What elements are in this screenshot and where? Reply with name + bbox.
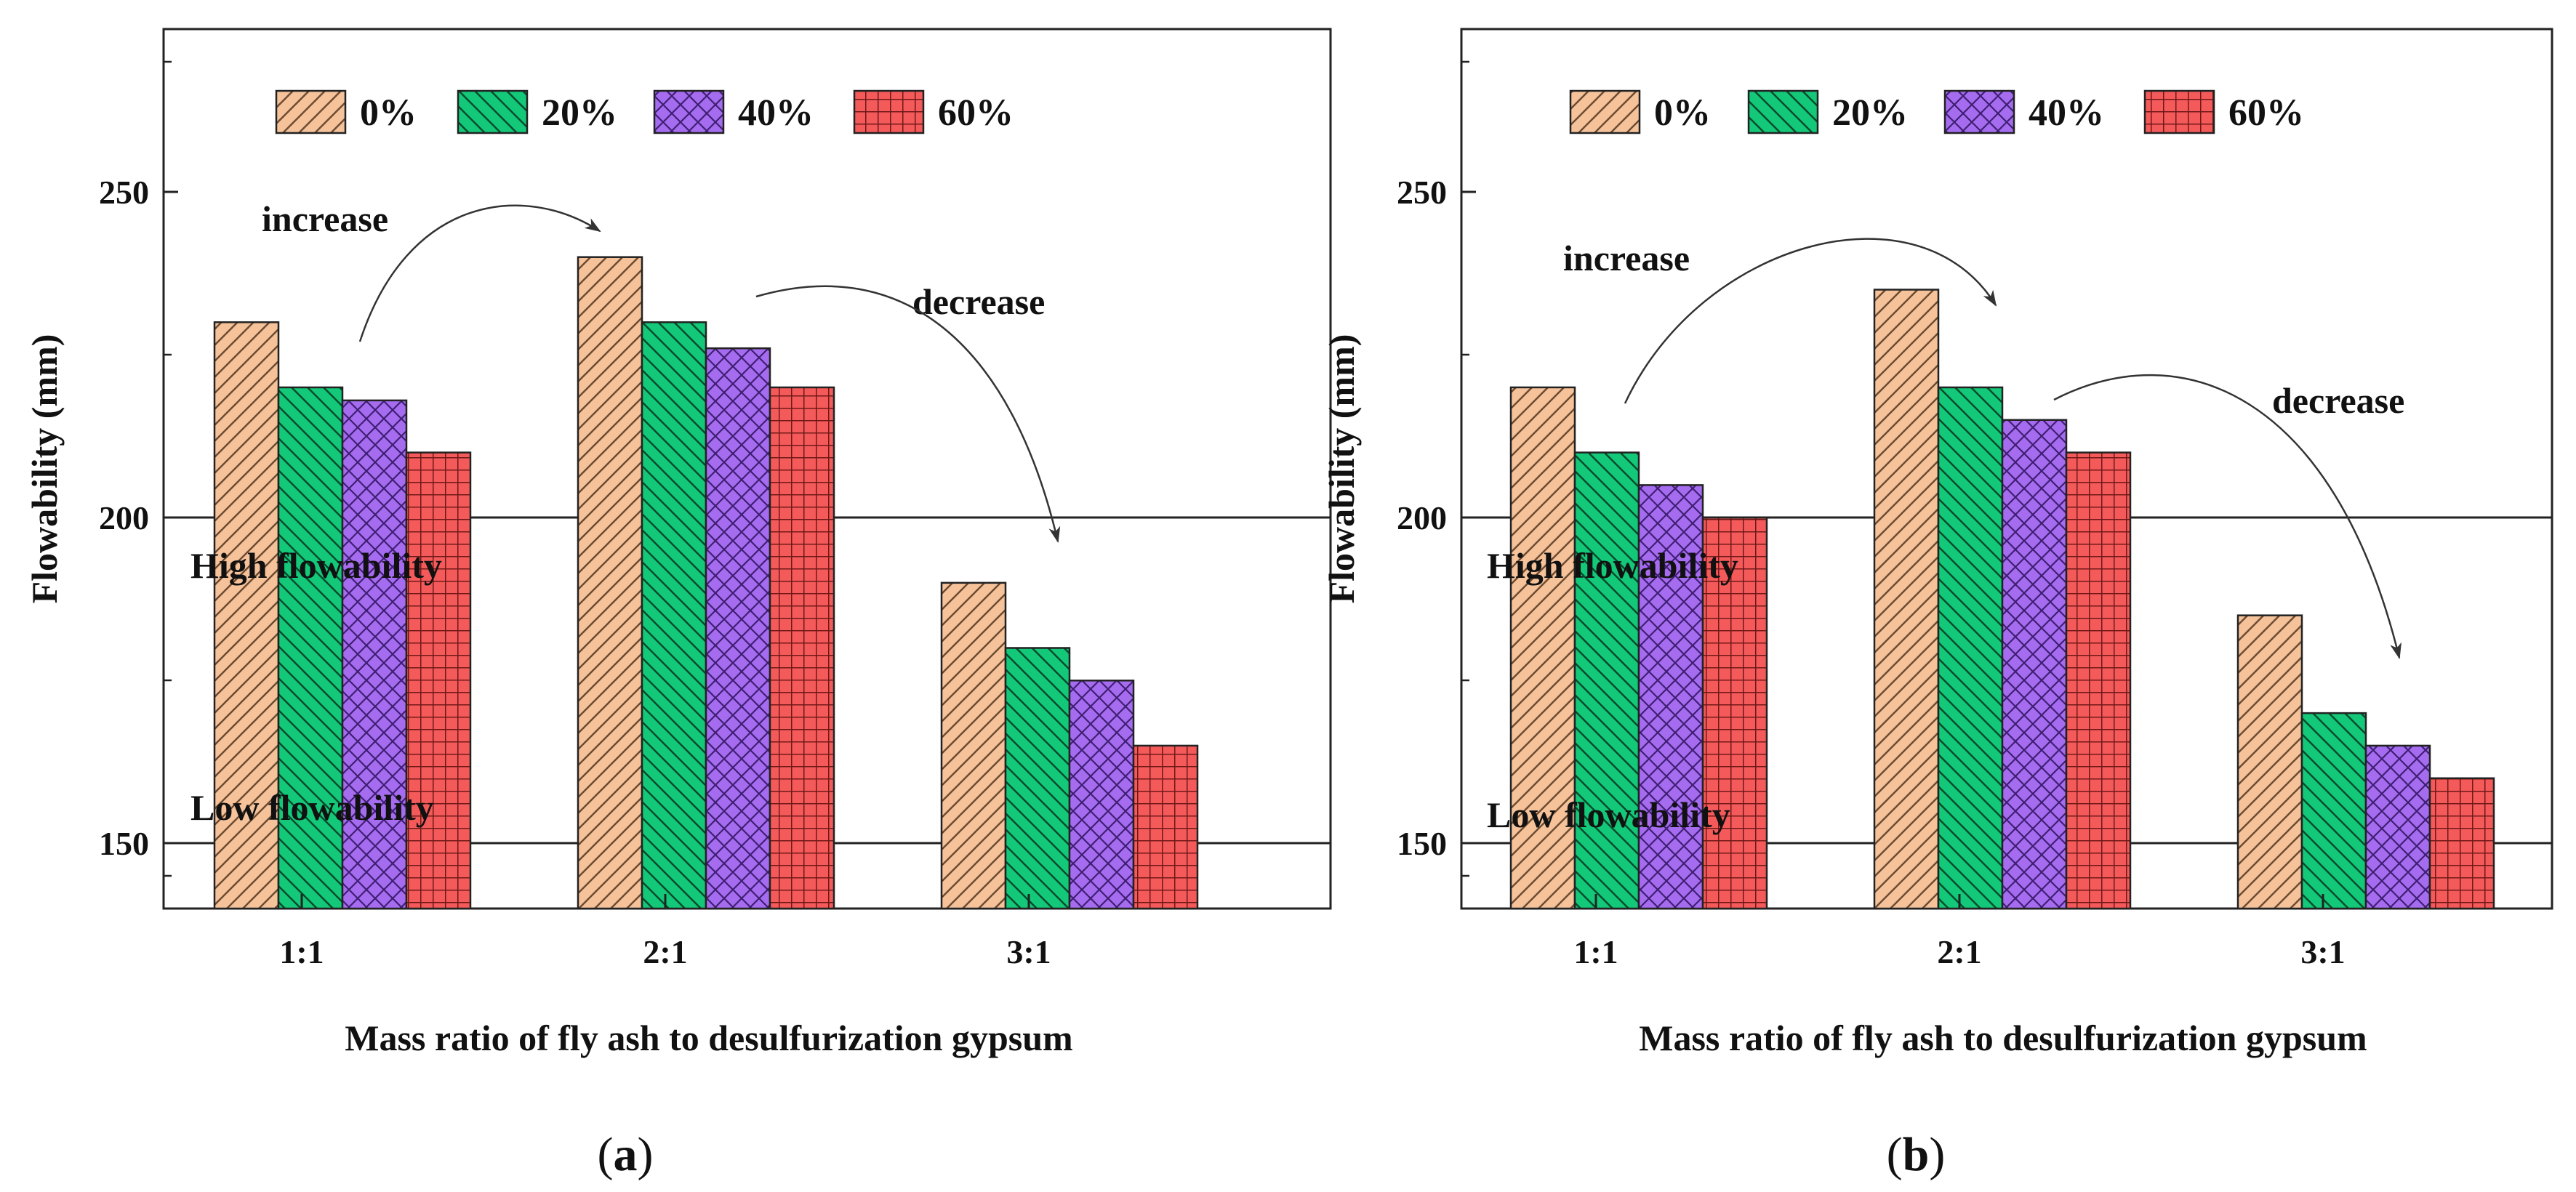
bar-3-1-0pct — [940, 581, 1007, 910]
bar-3-1-60pct — [1132, 744, 1199, 910]
panel-label: (a) — [598, 1128, 654, 1181]
increase-label: increase — [1563, 238, 1690, 278]
x-axis-title: Mass ratio of fly ash to desulfurization… — [1639, 1018, 2367, 1058]
legend: 0% 20% 40% 60% — [1569, 89, 2304, 134]
bar-2-1-0pct — [577, 256, 643, 910]
bar-3-1-20pct — [1004, 647, 1071, 910]
y-tick-label: 200 — [1397, 499, 1447, 536]
annotations: increase decrease — [1563, 238, 2404, 659]
bar-2-1-20pct — [641, 321, 707, 910]
x-tick-label: 2:1 — [1937, 933, 1981, 970]
bar-2-1-40pct — [2001, 419, 2068, 910]
increase-label: increase — [262, 198, 388, 239]
decrease-arrow — [755, 285, 1061, 543]
legend-label-60pct: 60% — [938, 92, 1014, 134]
bar-1-1-60pct — [405, 451, 472, 910]
legend-label-60pct: 60% — [2228, 92, 2304, 134]
y-axis: 150 200 250 Flowability (mm) — [1321, 60, 1476, 877]
decrease-label: decrease — [912, 281, 1045, 322]
x-axis: 1:1 2:1 3:1 Mass ratio of fly ash to des… — [1573, 894, 2367, 1058]
annotations: increase decrease — [262, 198, 1061, 543]
bar-1-1-40pct — [1637, 484, 1704, 910]
bar-2-1-20pct — [1937, 386, 2004, 910]
panel-a: High flowability Low flowability 150 200… — [24, 28, 1332, 1181]
bar-1-1-20pct — [1573, 451, 1640, 910]
legend-label-0pct: 0% — [1654, 92, 1711, 134]
bar-3-1-20pct — [2300, 712, 2367, 910]
legend-swatch-20pct — [1747, 89, 1819, 134]
y-tick-label: 200 — [99, 499, 149, 536]
x-tick-label: 1:1 — [1573, 933, 1618, 970]
high-flowability-label: High flowability — [1487, 545, 1738, 586]
x-tick-label: 3:1 — [2300, 933, 2345, 970]
legend-swatch-40pct — [1943, 89, 2015, 134]
x-tick-label: 1:1 — [279, 933, 324, 970]
legend-label-20pct: 20% — [1832, 92, 1908, 134]
legend-label-0pct: 0% — [360, 92, 417, 134]
panel-label: (b) — [1887, 1128, 1946, 1181]
bar-3-1-0pct — [2236, 614, 2303, 910]
legend-label-20pct: 20% — [542, 92, 617, 134]
bar-3-1-60pct — [2428, 777, 2495, 910]
legend-label-40pct: 40% — [738, 92, 814, 134]
legend-swatch-20pct — [457, 89, 529, 134]
bar-1-1-60pct — [1701, 516, 1768, 910]
panel-b: High flowability Low flowability 150 200… — [1321, 28, 2553, 1181]
y-tick-label: 150 — [1397, 825, 1447, 862]
y-tick-label: 250 — [1397, 174, 1447, 211]
increase-arrow — [1624, 238, 1997, 404]
low-flowability-label: Low flowability — [190, 787, 434, 828]
bar-2-1-60pct — [2065, 451, 2132, 910]
legend-swatch-40pct — [653, 89, 725, 134]
bar-1-1-0pct — [213, 321, 280, 910]
x-tick-label: 2:1 — [643, 933, 687, 970]
legend-label-40pct: 40% — [2029, 92, 2104, 134]
y-tick-label: 250 — [99, 174, 149, 211]
bar-1-1-20pct — [277, 386, 344, 910]
bars — [213, 256, 1199, 910]
legend: 0% 20% 40% 60% — [275, 89, 1014, 134]
bar-3-1-40pct — [1068, 680, 1135, 910]
bar-1-1-0pct — [1509, 386, 1576, 910]
x-axis-title: Mass ratio of fly ash to desulfurization… — [345, 1018, 1072, 1058]
low-flowability-label: Low flowability — [1487, 794, 1730, 835]
bar-2-1-0pct — [1873, 289, 1940, 910]
increase-arrow — [358, 204, 601, 342]
decrease-arrow — [2053, 374, 2402, 659]
y-axis-title: Flowability (mm) — [24, 334, 65, 604]
bar-2-1-60pct — [769, 386, 835, 910]
x-tick-label: 3:1 — [1006, 933, 1051, 970]
bars — [1509, 289, 2495, 910]
legend-swatch-60pct — [2143, 89, 2215, 134]
decrease-label: decrease — [2272, 380, 2404, 421]
y-axis-title: Flowability (mm) — [1321, 334, 1362, 604]
bar-3-1-40pct — [2364, 744, 2431, 910]
legend-swatch-0pct — [1569, 89, 1641, 134]
y-tick-label: 150 — [99, 825, 149, 862]
legend-swatch-60pct — [853, 89, 925, 134]
bar-2-1-40pct — [705, 347, 771, 910]
bar-1-1-40pct — [341, 399, 408, 910]
legend-swatch-0pct — [275, 89, 347, 134]
y-axis: 150 200 250 Flowability (mm) — [24, 60, 178, 877]
x-axis: 1:1 2:1 3:1 Mass ratio of fly ash to des… — [279, 894, 1073, 1058]
high-flowability-label: High flowability — [190, 545, 442, 586]
